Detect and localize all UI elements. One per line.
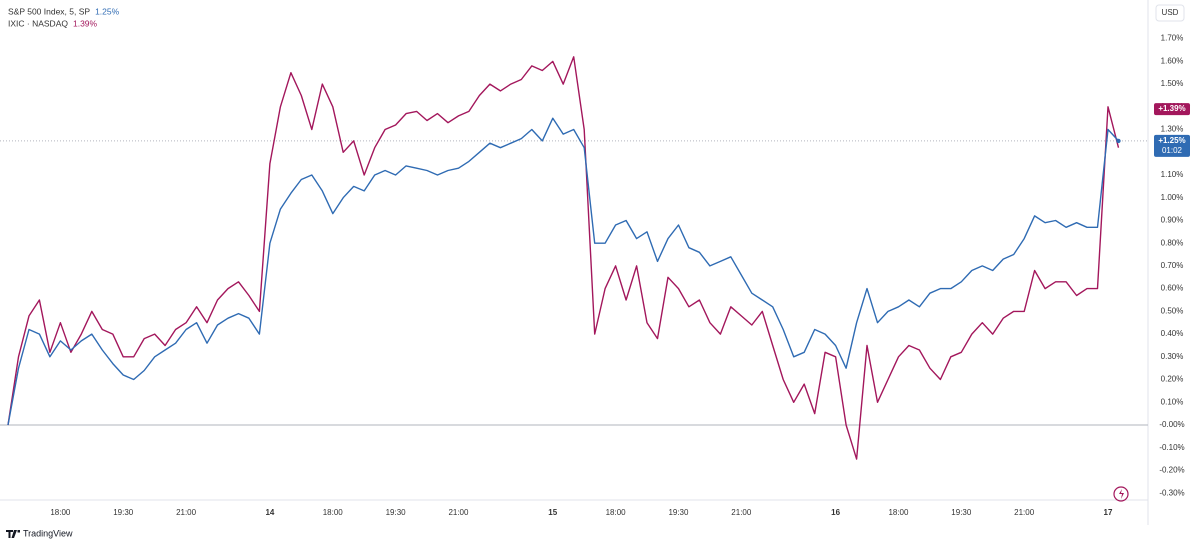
y-tick-label: 1.50%	[1161, 79, 1184, 88]
x-tick-label: 21:00	[448, 508, 469, 517]
legend-value: 1.25%	[95, 6, 120, 16]
x-tick-label: 17	[1104, 508, 1113, 517]
y-tick-label: 1.30%	[1161, 125, 1184, 134]
series-line	[7, 117, 1120, 426]
x-tick-label: 19:30	[668, 508, 689, 517]
y-tick-label: 0.30%	[1161, 352, 1184, 361]
x-tick-label: 16	[831, 508, 840, 517]
y-tick-label: 0.60%	[1161, 284, 1184, 293]
legend-value: 1.39%	[73, 18, 98, 28]
y-tick-label: 0.10%	[1161, 397, 1184, 406]
watermark: TradingView	[23, 528, 73, 538]
y-tick-label: 1.70%	[1161, 34, 1184, 43]
y-tick-label: -0.20%	[1159, 466, 1184, 475]
x-tick-label: 19:30	[951, 508, 972, 517]
y-tick-label: 0.70%	[1161, 261, 1184, 270]
y-tick-label: 0.40%	[1161, 329, 1184, 338]
x-tick-label: 21:00	[1014, 508, 1035, 517]
x-tick-label: 21:00	[176, 508, 197, 517]
y-tick-label: 0.90%	[1161, 216, 1184, 225]
legend-name: IXIC · NASDAQ	[8, 18, 68, 28]
series-line	[7, 56, 1120, 460]
price-tag-label: +1.25%	[1158, 136, 1185, 145]
y-tick-label: -0.00%	[1159, 420, 1184, 429]
x-tick-label: 19:30	[386, 508, 407, 517]
logo	[6, 530, 20, 538]
x-tick-label: 14	[265, 508, 274, 517]
currency-box[interactable]	[1155, 4, 1185, 22]
x-tick-label: 18:00	[50, 508, 71, 517]
price-tag	[1154, 134, 1190, 157]
x-tick-label: 18:00	[888, 508, 909, 517]
currency: USD	[1162, 8, 1179, 17]
x-tick-label: 15	[548, 508, 557, 517]
y-tick-label: -0.10%	[1159, 443, 1184, 452]
alert-icon[interactable]	[1113, 486, 1129, 502]
y-tick-label: 1.60%	[1161, 56, 1184, 65]
x-tick-label: 18:00	[606, 508, 627, 517]
alert-icon-bolt	[1119, 489, 1124, 499]
legend-name: S&P 500 Index, 5, SP	[8, 6, 90, 16]
y-tick-label: 1.00%	[1161, 193, 1184, 202]
x-tick-label: 18:00	[323, 508, 344, 517]
y-tick-label: 0.50%	[1161, 306, 1184, 315]
y-tick-label: 1.10%	[1161, 170, 1184, 179]
price-tag-label: +1.39%	[1158, 104, 1185, 113]
y-tick-label: 0.20%	[1161, 375, 1184, 384]
x-tick-label: 19:30	[113, 508, 134, 517]
y-tick-label: -0.30%	[1159, 488, 1184, 497]
x-tick-label: 21:00	[731, 508, 752, 517]
y-tick-label: 0.80%	[1161, 238, 1184, 247]
countdown: 01:02	[1162, 146, 1183, 155]
last-point	[1116, 138, 1121, 144]
price-tag	[1154, 103, 1190, 116]
